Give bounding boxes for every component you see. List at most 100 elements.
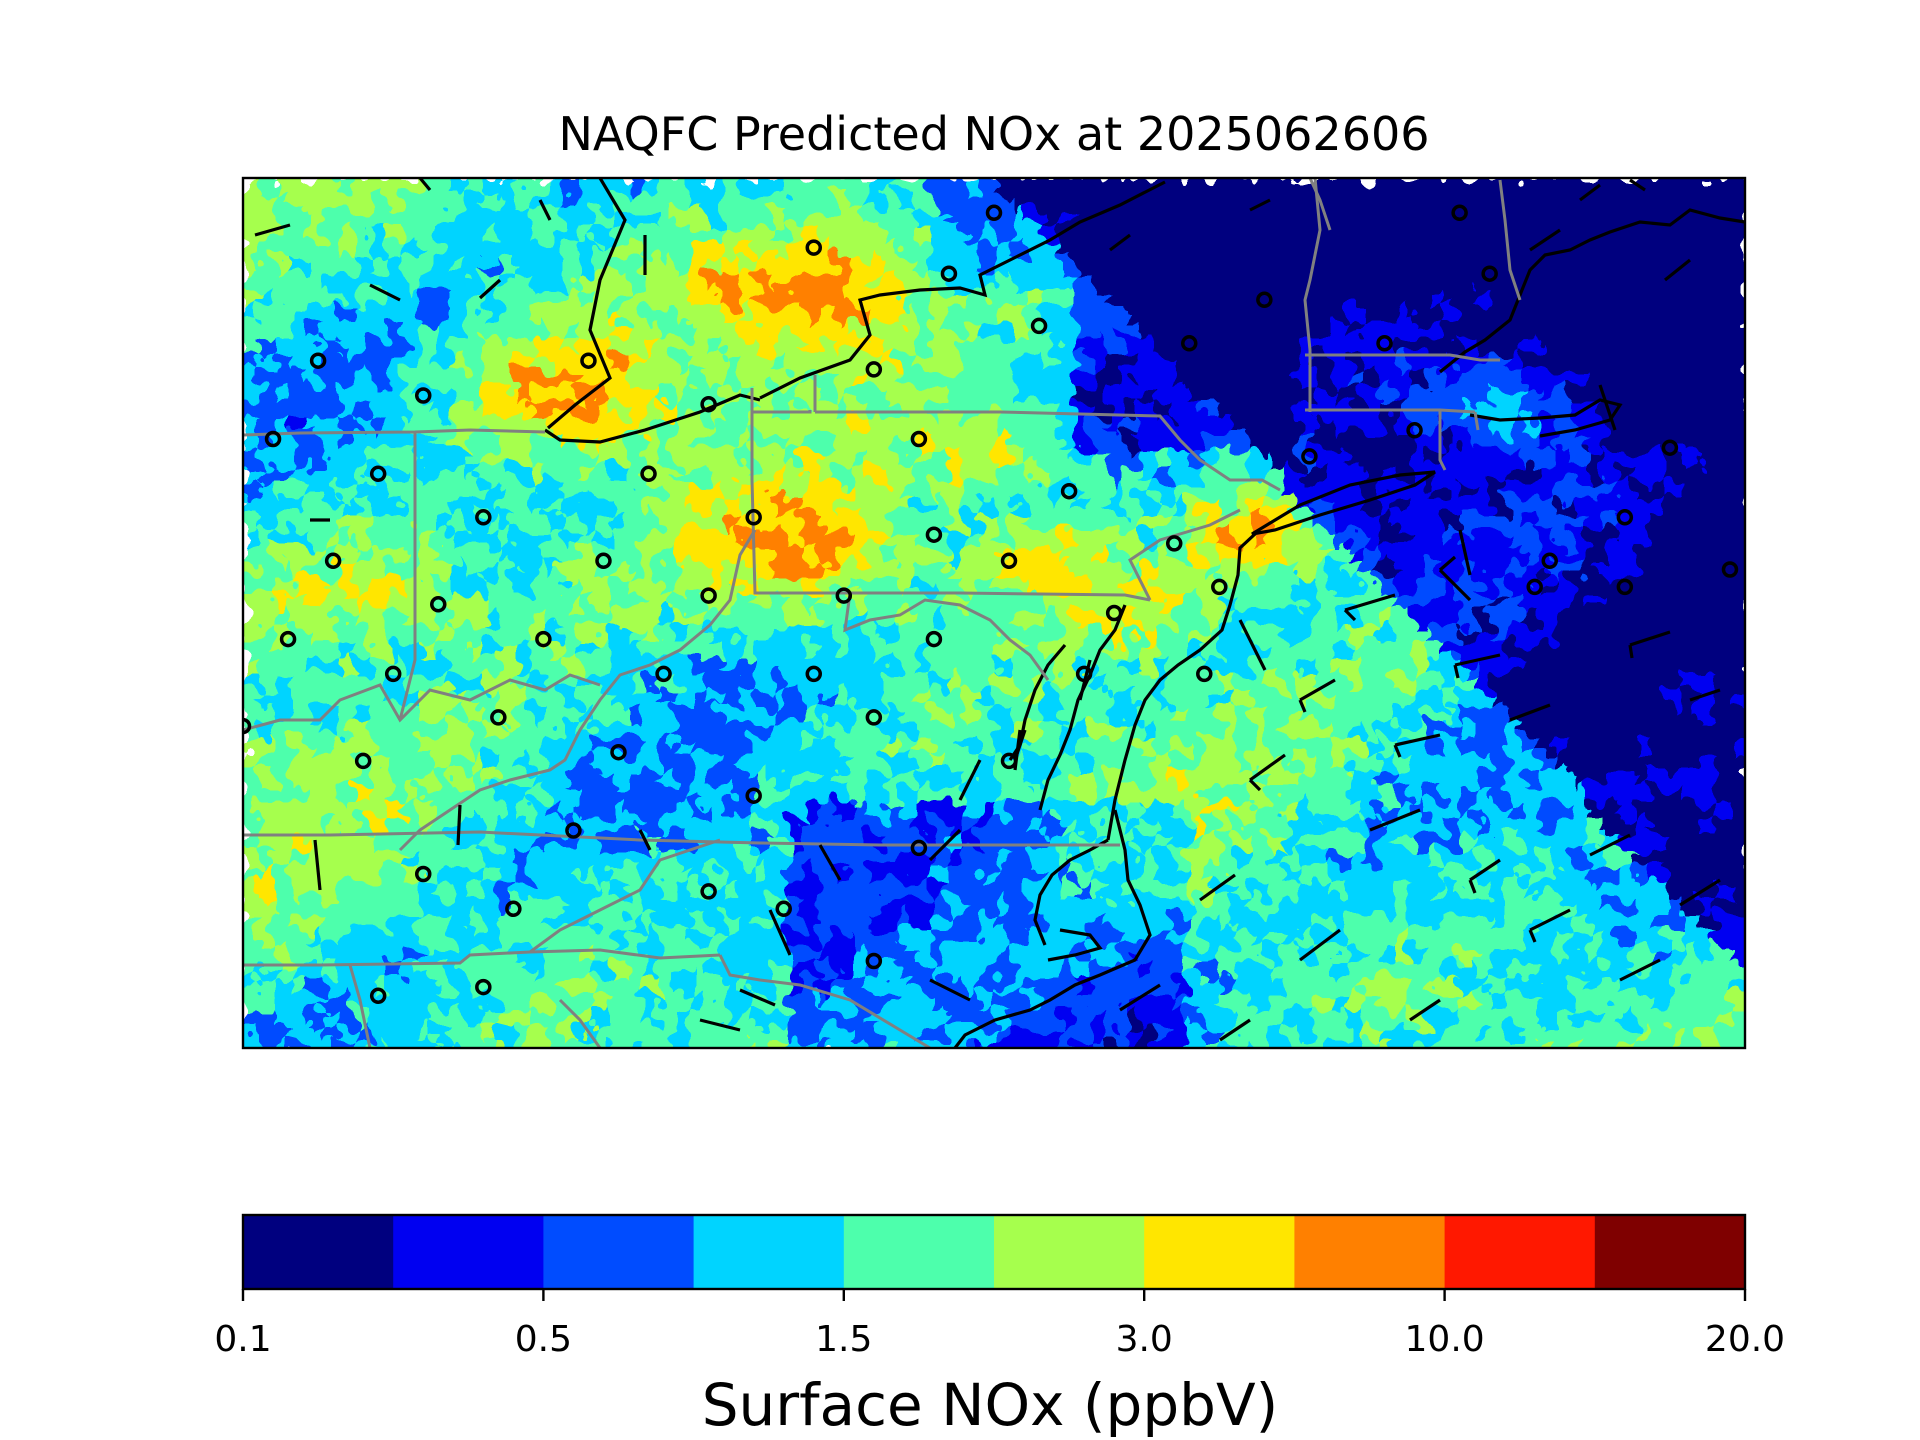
field-cell (1267, 818, 1284, 835)
field-cell (691, 978, 708, 995)
field-cell (1427, 210, 1444, 227)
field-cell (675, 626, 692, 643)
field-cell (643, 306, 660, 323)
field-cell (1331, 706, 1348, 723)
field-cell (1507, 658, 1524, 675)
field-cell (515, 242, 532, 259)
field-cell (1171, 722, 1188, 739)
field-cell (1027, 274, 1044, 291)
field-cell (947, 882, 964, 899)
field-cell (1123, 690, 1140, 707)
field-cell (1731, 834, 1745, 851)
field-cell (275, 306, 292, 323)
field-cell (1379, 370, 1396, 387)
field-cell (243, 978, 260, 995)
field-cell (1715, 946, 1732, 963)
field-cell (419, 466, 436, 483)
field-cell (1475, 962, 1492, 979)
field-cell (1363, 226, 1380, 243)
field-cell (1427, 498, 1444, 515)
field-cell (467, 706, 484, 723)
field-cell (1251, 674, 1268, 691)
field-cell (1411, 818, 1428, 835)
field-cell (1715, 834, 1732, 851)
field-cell (883, 514, 900, 531)
field-cell (1491, 498, 1508, 515)
field-cell (1203, 370, 1220, 387)
field-cell (1379, 466, 1396, 483)
field-cell (1491, 994, 1508, 1011)
field-cell (1731, 690, 1745, 707)
field-cell (1283, 914, 1300, 931)
field-cell (755, 322, 772, 339)
field-cell (579, 466, 596, 483)
field-cell (883, 834, 900, 851)
field-cell (1107, 530, 1124, 547)
field-cell (1571, 802, 1588, 819)
field-cell (1139, 450, 1156, 467)
field-cell (611, 1010, 628, 1027)
field-cell (787, 434, 804, 451)
field-cell (483, 258, 500, 275)
field-cell (1123, 354, 1140, 371)
field-cell (1491, 418, 1508, 435)
field-cell (499, 818, 516, 835)
field-cell (1059, 434, 1076, 451)
field-cell (1219, 322, 1236, 339)
field-cell (387, 354, 404, 371)
field-cell (1475, 770, 1492, 787)
field-cell (1683, 546, 1700, 563)
field-cell (707, 930, 724, 947)
field-cell (739, 962, 756, 979)
field-cell (1587, 978, 1604, 995)
field-cell (1651, 274, 1668, 291)
field-cell (483, 322, 500, 339)
field-cell (1411, 562, 1428, 579)
field-cell (723, 802, 740, 819)
field-cell (1059, 1010, 1076, 1027)
field-cell (1459, 626, 1476, 643)
field-cell (595, 418, 612, 435)
field-cell (531, 386, 548, 403)
field-cell (1507, 770, 1524, 787)
field-cell (1011, 210, 1028, 227)
field-cell (883, 802, 900, 819)
field-cell (563, 226, 580, 243)
field-cell (1331, 690, 1348, 707)
field-cell (1731, 178, 1745, 195)
field-cell (1443, 466, 1460, 483)
field-cell (643, 706, 660, 723)
field-cell (691, 418, 708, 435)
field-cell (1011, 850, 1028, 867)
field-cell (899, 530, 916, 547)
field-cell (323, 594, 340, 611)
field-cell (787, 690, 804, 707)
field-cell (339, 770, 356, 787)
field-cell (243, 242, 260, 259)
field-cell (931, 706, 948, 723)
field-cell (371, 418, 388, 435)
field-cell (339, 434, 356, 451)
field-cell (643, 850, 660, 867)
field-cell (547, 882, 564, 899)
field-cell (1395, 626, 1412, 643)
field-cell (307, 610, 324, 627)
field-cell (1027, 530, 1044, 547)
field-cell (1075, 514, 1092, 531)
field-cell (1059, 962, 1076, 979)
field-cell (435, 370, 452, 387)
field-cell (867, 722, 884, 739)
field-cell (1011, 530, 1028, 547)
field-cell (1651, 562, 1668, 579)
field-cell (883, 626, 900, 643)
field-cell (1667, 914, 1684, 931)
field-cell (803, 418, 820, 435)
field-cell (1667, 402, 1684, 419)
field-cell (483, 450, 500, 467)
field-cell (867, 482, 884, 499)
field-cell (371, 386, 388, 403)
field-cell (1059, 770, 1076, 787)
field-cell (291, 946, 308, 963)
field-cell (483, 274, 500, 291)
field-cell (1587, 194, 1604, 211)
